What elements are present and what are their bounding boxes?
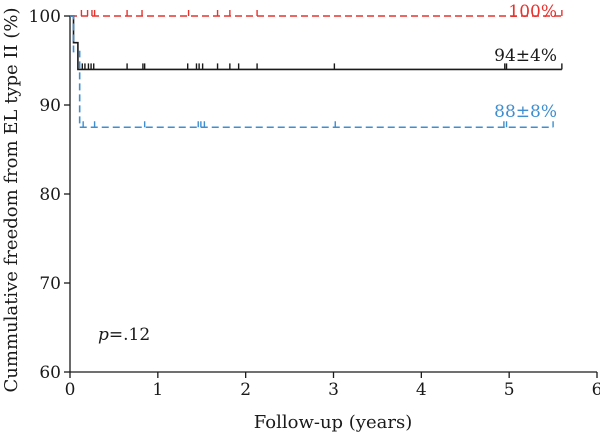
x-axis-title: Follow-up (years) bbox=[254, 412, 412, 433]
x-tick-label: 5 bbox=[504, 380, 515, 400]
series-label: 100% bbox=[508, 2, 557, 22]
series-label: 88±8% bbox=[494, 102, 557, 122]
x-tick-label: 6 bbox=[592, 380, 600, 400]
survival-line bbox=[70, 15, 562, 71]
x-tick-label: 2 bbox=[240, 380, 251, 400]
x-tick-label: 3 bbox=[328, 380, 339, 400]
p-value-text: =.12 bbox=[109, 325, 150, 345]
x-tick-label: 0 bbox=[65, 380, 76, 400]
y-tick-label: 90 bbox=[39, 96, 61, 116]
series-1: 94±4% bbox=[70, 15, 563, 71]
series-label: 94±4% bbox=[494, 46, 557, 66]
axes: 0 1 2 3 4 5 6 60 70 80 90 100 bbox=[29, 7, 600, 400]
p-value-annotation: p=.12 bbox=[98, 325, 150, 345]
y-tick-label: 100 bbox=[29, 7, 61, 27]
y-tick-label: 80 bbox=[39, 185, 61, 205]
y-tick-label: 70 bbox=[39, 274, 61, 294]
y-tick-label: 60 bbox=[39, 363, 61, 383]
x-tick-label: 1 bbox=[152, 380, 163, 400]
series-layer: 100% 94±4% 88±8% bbox=[70, 2, 563, 129]
y-axis-title: Cummulative freedom from EL type II (%) bbox=[1, 8, 22, 393]
x-tick-label: 4 bbox=[416, 380, 427, 400]
survival-line bbox=[70, 15, 554, 129]
p-value-symbol: p bbox=[98, 325, 109, 345]
series-2: 88±8% bbox=[70, 15, 557, 129]
series-0: 100% bbox=[70, 2, 563, 22]
